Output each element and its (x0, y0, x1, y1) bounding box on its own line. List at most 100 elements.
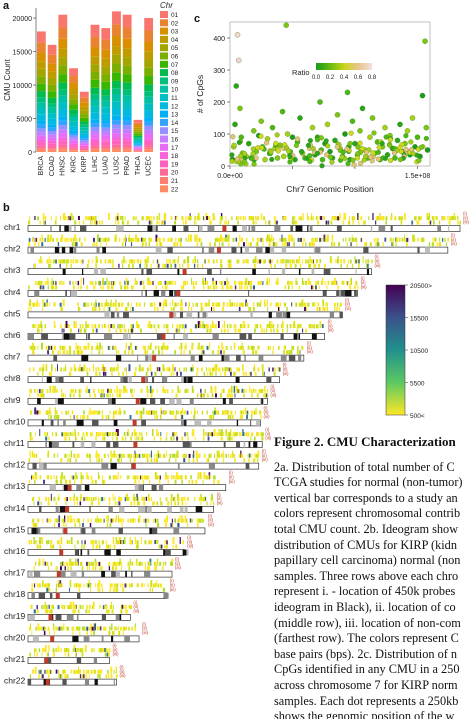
cmu-mark (120, 393, 121, 397)
cmu-mark (183, 281, 185, 285)
cmu-mark (48, 674, 50, 678)
cmu-mark (84, 545, 85, 549)
cmu-mark (170, 238, 171, 242)
cmu-mark (215, 238, 217, 242)
cmu-mark (221, 329, 222, 333)
cmu-mark (201, 238, 202, 242)
ideogram-band (281, 334, 284, 340)
bar-segment (80, 138, 89, 140)
cmu-mark (72, 432, 73, 436)
cmu-mark (113, 476, 114, 480)
cmu-mark (98, 238, 99, 242)
cmu-mark (343, 221, 344, 225)
cmu-mark (224, 221, 225, 225)
cmu-mark (393, 242, 394, 246)
ideogram-band (144, 571, 150, 577)
cmu-mark (63, 260, 65, 264)
cmu-mark (288, 350, 290, 354)
cmu-mark (214, 324, 215, 328)
cmu-mark (81, 350, 83, 354)
cmu-mark (61, 235, 63, 242)
ideogram-band (177, 269, 179, 275)
cmu-mark (100, 648, 102, 652)
cmu-mark (439, 221, 440, 225)
scatter-point (281, 154, 286, 159)
cmu-mark (221, 389, 222, 393)
cmu-mark (178, 476, 180, 480)
cmu-mark (406, 242, 408, 246)
cmu-mark (238, 389, 239, 393)
cmu-mark (201, 346, 203, 350)
cmu-mark (182, 519, 183, 523)
ideogram-band (80, 377, 84, 383)
cmu-mark (102, 350, 103, 354)
cmu-mark (70, 238, 71, 242)
cmu-mark (83, 475, 84, 479)
cmu-mark (321, 238, 322, 242)
bar-segment (123, 57, 132, 65)
cmu-mark (208, 285, 209, 289)
cmu-mark (248, 458, 250, 462)
cmu-mark (86, 346, 87, 350)
cmu-mark (67, 216, 69, 220)
cmu-mark (70, 372, 72, 376)
cmu-mark (179, 389, 181, 393)
cmu-mark (90, 281, 92, 285)
cmu-mark (126, 372, 127, 376)
cmu-mark (55, 432, 57, 436)
cmu-mark (183, 454, 184, 458)
cmu-mark (131, 242, 132, 246)
cmu-mark (309, 264, 311, 268)
bar-segment (91, 106, 100, 113)
cmu-mark (298, 238, 300, 242)
cmu-mark (141, 583, 143, 587)
legend-label: 16 (171, 137, 179, 144)
cmu-mark (172, 324, 173, 328)
cmu-mark (181, 415, 183, 419)
cmu-mark (113, 588, 115, 592)
cmu-mark (377, 242, 378, 246)
cmu-mark (39, 648, 40, 652)
cmu-mark (101, 519, 102, 523)
ideogram-band (259, 355, 264, 361)
bar-segment (48, 85, 57, 92)
bar-segment (37, 102, 46, 108)
caption-line: samples. Each dot represents a 250kb (274, 694, 474, 710)
ideogram-band (207, 420, 211, 426)
legend-swatch (160, 136, 168, 143)
cmu-mark (353, 216, 355, 220)
bar-segment (134, 136, 143, 138)
chromosome-chr13: chr13(i)(ii)(iii) (4, 470, 235, 491)
cmu-mark (40, 285, 41, 289)
cmu-mark (292, 260, 293, 264)
cmu-mark (300, 264, 301, 268)
legend-label: 04 (171, 37, 179, 44)
ideogram-band (182, 420, 184, 426)
cmu-mark (112, 437, 113, 441)
cmu-mark (94, 324, 95, 328)
cmu-mark (33, 346, 34, 350)
cmu-mark (48, 583, 50, 587)
cmu-mark (185, 389, 187, 393)
cmu-mark (269, 242, 271, 246)
cmu-mark (213, 501, 214, 505)
cmu-mark (70, 580, 72, 587)
ideogram-band (180, 312, 183, 318)
cmu-mark (340, 303, 342, 307)
ideogram-bar (28, 679, 116, 685)
cmu-mark (30, 411, 31, 415)
cmu-mark (170, 368, 171, 372)
cmu-mark (190, 475, 192, 479)
cmu-mark (175, 476, 177, 480)
cmu-mark (433, 238, 434, 242)
ideogram-band (32, 528, 36, 534)
scatter-point (383, 156, 388, 161)
cmu-mark (94, 242, 95, 246)
cmu-mark (224, 372, 226, 376)
cmu-mark (90, 458, 91, 462)
cmu-mark (106, 415, 108, 419)
cmu-mark (41, 343, 43, 350)
cmu-mark (121, 458, 122, 462)
cmu-mark (312, 242, 313, 246)
scatter-point (310, 125, 315, 130)
